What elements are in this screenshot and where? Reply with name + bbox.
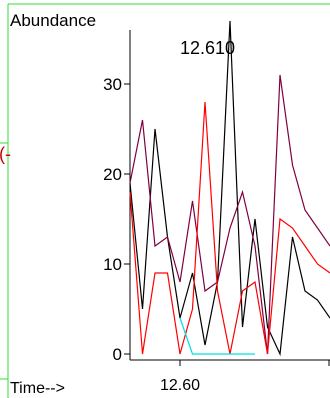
y-tick-label: 10 — [103, 255, 122, 274]
y-tick-label: 30 — [103, 75, 122, 94]
side-mark: (- — [0, 144, 11, 164]
series-lines — [129, 20, 330, 357]
series-line-3 — [179, 317, 255, 355]
tick-labels: 0 10 20 30 12.60 — [103, 75, 200, 394]
y-tick-label: 0 — [113, 345, 122, 364]
y-tick-label: 20 — [103, 165, 122, 184]
y-axis-label: Abundance — [10, 11, 96, 30]
x-axis-label: Time--> — [10, 380, 65, 397]
series-line-0 — [129, 20, 330, 357]
series-line-1 — [129, 74, 330, 355]
x-tick-label: 12.60 — [160, 377, 200, 394]
cursor-readout: 12.610 — [180, 38, 235, 58]
